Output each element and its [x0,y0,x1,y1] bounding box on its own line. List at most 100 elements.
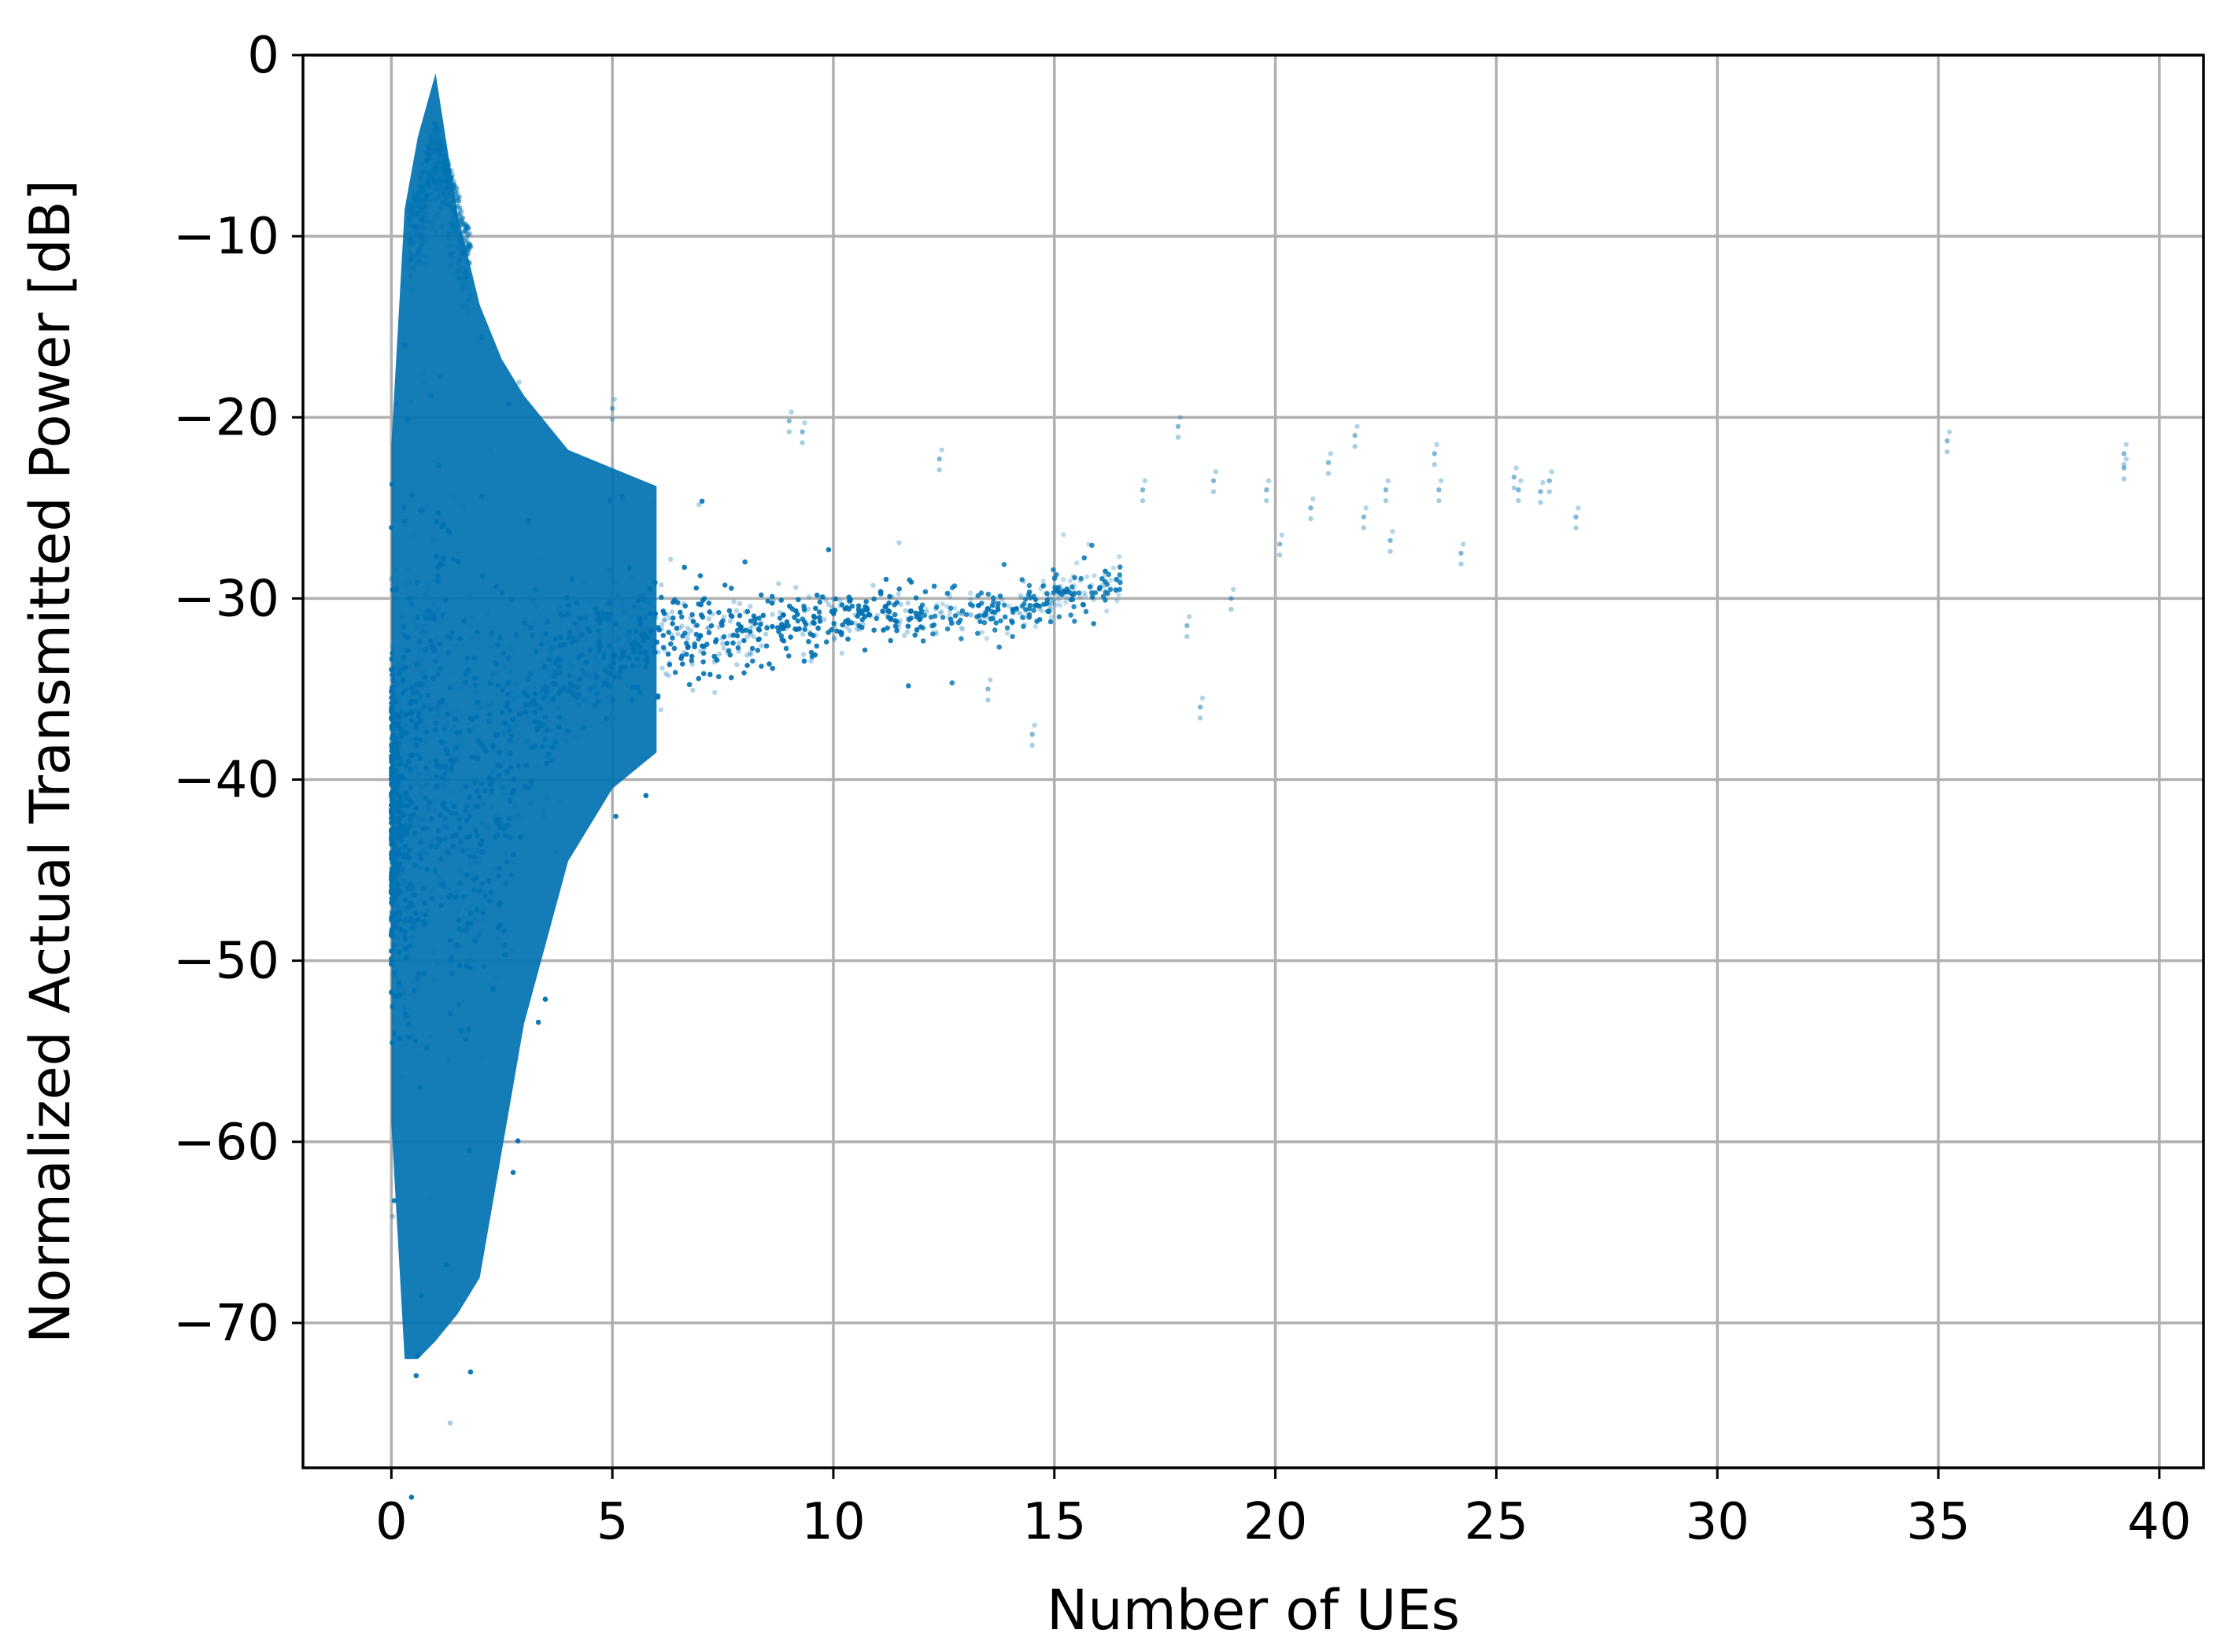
scatter-point [642,649,648,655]
scatter-point [523,737,529,744]
scatter-point [642,632,648,638]
scatter-point [396,889,401,895]
scatter-point [389,735,395,741]
scatter-point [478,838,484,844]
scatter-point [457,963,463,969]
scatter-point [522,620,528,626]
scatter-point [402,789,408,795]
scatter-point [518,834,523,840]
scatter-point [1048,606,1054,612]
scatter-point [866,612,873,618]
scatter-point [390,837,395,844]
scatter-point [896,591,902,597]
scatter-point [583,620,589,626]
scatter-point [1069,584,1075,589]
scatter-point [552,637,558,642]
scatter-point [679,623,685,629]
scatter-point [557,667,563,673]
scatter-point [592,685,597,690]
scatter-point [393,859,399,865]
scatter-point [1081,590,1087,596]
scatter-point [604,611,611,616]
scatter-point [416,714,421,719]
scatter-point [471,854,477,860]
scatter-point [506,723,512,729]
scatter-point [471,876,477,882]
scatter-point [633,629,639,634]
scatter-point [1003,614,1008,620]
scatter-point [548,687,553,693]
scatter-point [425,771,431,776]
scatter-point [596,628,601,634]
scatter-point [523,709,529,715]
scatter-point [391,891,397,896]
scatter-point [968,597,973,602]
scatter-point [1113,586,1118,592]
scatter-point [595,660,601,666]
scatter-point [947,609,953,615]
scatter-point [430,888,435,893]
scatter-point [913,595,919,601]
scatter-point [389,835,394,841]
scatter-point [460,814,465,819]
scatter-point [389,957,394,963]
scatter-point [475,676,480,682]
scatter-point [594,615,600,621]
scatter-point [393,826,398,831]
scatter-point [411,737,417,744]
scatter-point [430,949,435,955]
scatter-point [394,784,401,789]
scatter-point [529,783,535,789]
scatter-point [1072,575,1077,581]
scatter-point [435,510,441,516]
scatter-point [736,649,741,654]
scatter-point [422,612,427,618]
scatter-point [401,851,407,857]
scatter-point [988,616,994,622]
scatter-point [458,742,464,748]
scatter-point [442,815,448,822]
scatter-point [389,811,394,817]
scatter-point [463,784,468,789]
scatter-point [1044,590,1051,596]
scatter-point [434,758,439,763]
scatter-point [434,553,439,560]
scatter-point [497,866,502,871]
scatter-point [1103,578,1108,585]
scatter-point [641,598,648,604]
scatter-point [418,857,423,863]
scatter-point [475,933,481,938]
scatter-point [652,580,658,586]
scatter-point [556,656,561,662]
scatter-point [1044,597,1051,603]
scatter-point [559,659,565,664]
scatter-point [401,1008,406,1014]
scatter-point [514,722,520,728]
scatter-point [924,607,929,612]
scatter-point [397,888,404,893]
scatter-point [389,798,395,804]
scatter-point [811,633,816,638]
scatter-point [390,880,395,886]
scatter-point [467,593,472,598]
scatter-point [712,656,718,662]
scatter-point [630,663,636,668]
scatter-point [690,619,696,624]
scatter-point [545,618,551,624]
scatter-point [591,670,597,675]
scatter-point [390,883,395,889]
scatter-point [443,824,449,830]
scatter-point [427,645,432,650]
scatter-point [429,774,434,780]
scatter-point [472,849,478,856]
scatter-point [492,660,498,666]
scatter-point [689,661,695,667]
scatter-point [1018,611,1024,616]
scatter-point [1102,573,1107,579]
scatter-point [392,831,398,837]
scatter-point [782,623,788,629]
scatter-point [417,671,423,676]
scatter-point [389,870,394,875]
scatter-point [586,671,591,678]
scatter-point [436,654,441,660]
